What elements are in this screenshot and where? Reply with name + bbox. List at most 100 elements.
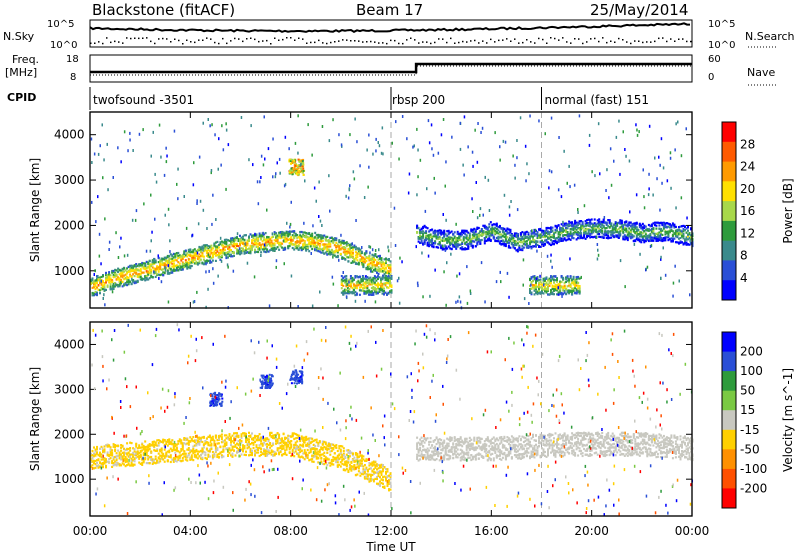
power-point xyxy=(102,281,104,284)
power-point xyxy=(138,132,141,136)
nsearch-dot xyxy=(286,37,288,39)
power-point xyxy=(503,244,506,247)
power-point xyxy=(643,235,646,238)
power-point xyxy=(321,224,323,227)
power-point xyxy=(276,241,279,244)
power-point xyxy=(389,284,391,287)
power-point xyxy=(522,258,525,262)
velocity-point xyxy=(93,462,95,465)
power-point xyxy=(530,235,533,238)
power-point xyxy=(243,244,246,247)
power-point xyxy=(557,293,560,296)
power-point xyxy=(332,118,334,122)
power-point xyxy=(513,232,516,235)
power-point xyxy=(366,265,369,268)
power-point xyxy=(514,163,516,167)
power-point xyxy=(135,269,138,272)
power-point xyxy=(175,264,178,267)
power-point xyxy=(93,152,96,156)
power-point xyxy=(526,162,528,166)
power-point xyxy=(614,221,617,224)
power-point xyxy=(232,269,235,273)
power-point xyxy=(210,171,212,175)
power-point xyxy=(105,271,107,274)
power-point xyxy=(670,225,673,228)
power-point xyxy=(455,246,458,249)
power-point xyxy=(305,247,308,250)
nsearch-dot xyxy=(302,38,304,40)
power-point xyxy=(196,263,199,266)
power-point xyxy=(366,263,369,266)
power-point xyxy=(309,234,312,237)
power-point xyxy=(479,239,482,242)
power-point xyxy=(571,281,574,284)
nsearch-dot xyxy=(442,38,444,40)
power-point xyxy=(93,273,95,276)
nsearch-dot xyxy=(686,40,688,43)
power-point xyxy=(577,224,580,227)
power-point xyxy=(297,169,300,172)
power-point xyxy=(423,231,426,234)
power-point xyxy=(455,241,458,244)
power-point xyxy=(643,241,646,244)
power-point xyxy=(635,228,638,231)
nsearch-dot xyxy=(678,38,680,40)
power-point xyxy=(633,242,636,246)
power-point xyxy=(192,260,195,264)
power-point xyxy=(592,229,595,232)
power-point xyxy=(357,275,360,279)
power-point xyxy=(631,235,634,238)
power-point xyxy=(127,276,130,279)
power-point xyxy=(656,239,659,242)
power-point xyxy=(622,235,625,238)
power-point xyxy=(556,278,558,281)
power-point xyxy=(371,256,374,259)
power-point xyxy=(141,271,144,274)
power-point xyxy=(560,195,563,199)
power-point xyxy=(416,193,418,197)
power-point xyxy=(108,278,111,282)
power-point xyxy=(456,244,459,247)
power-point xyxy=(329,240,332,243)
nsearch-dot xyxy=(182,43,184,45)
power-point xyxy=(139,278,142,281)
power-point xyxy=(204,244,207,248)
power-point xyxy=(332,253,335,256)
power-point xyxy=(187,248,190,251)
power-point xyxy=(556,287,558,290)
power-point xyxy=(667,236,670,239)
power-point xyxy=(207,118,209,121)
power-point xyxy=(533,234,536,237)
power-point xyxy=(535,240,537,243)
power-point xyxy=(150,274,153,277)
power-point xyxy=(539,274,541,278)
nsearch-dot xyxy=(254,38,256,41)
power-point xyxy=(607,225,610,228)
power-point xyxy=(566,275,569,278)
power-point xyxy=(569,283,572,286)
power-point xyxy=(626,234,629,237)
power-point xyxy=(123,283,126,286)
power-point xyxy=(196,202,198,205)
power-point xyxy=(563,281,566,284)
power-point xyxy=(275,236,278,239)
power-point xyxy=(551,277,554,280)
power-point xyxy=(390,289,393,292)
power-point xyxy=(503,242,506,245)
power-point xyxy=(485,239,488,242)
power-point xyxy=(629,225,632,228)
power-point xyxy=(157,261,160,264)
power-point xyxy=(489,239,492,242)
power-point xyxy=(673,226,676,229)
power-point xyxy=(390,276,393,279)
power-point xyxy=(363,284,366,287)
power-point xyxy=(364,290,367,293)
nsearch-dot xyxy=(378,42,380,44)
power-point xyxy=(124,282,127,285)
power-point xyxy=(595,228,598,231)
power-point xyxy=(304,179,306,183)
power-point xyxy=(673,237,676,240)
power-point xyxy=(169,253,172,256)
power-point xyxy=(393,206,396,210)
power-point xyxy=(616,230,619,233)
